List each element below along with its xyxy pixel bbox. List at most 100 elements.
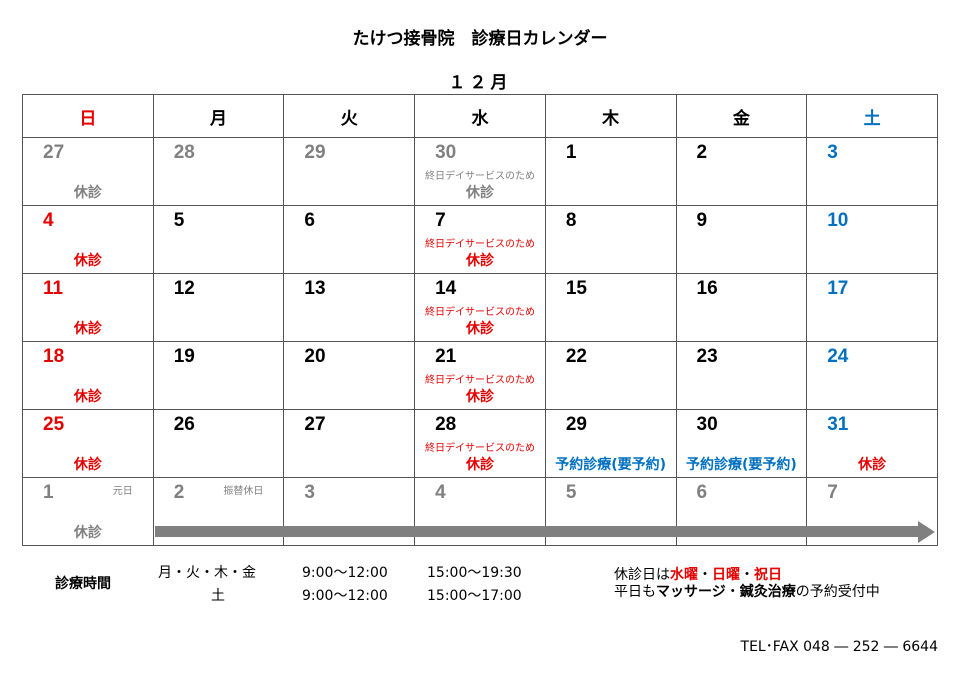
day-number: 31 <box>827 414 849 435</box>
day-cell: 28 終日デイサービスのため 休診 <box>414 409 546 478</box>
day-status: 休診 <box>465 321 494 337</box>
hours-am-1: 9:00～12:00 <box>302 565 388 581</box>
day-cell: 28 <box>152 137 285 206</box>
calendar-grid: 日月火水木金土 27 休診 28 29 30 終日デイサービスのため 休診 1 2 3 4 休診 5 6 7… <box>22 94 938 546</box>
day-number: 30 <box>696 414 718 435</box>
day-cell: 29 予約診療(要予約) <box>544 409 677 478</box>
day-status: 予約診療(要予約) <box>555 457 667 473</box>
day-status: 休診 <box>73 321 102 337</box>
day-number: 16 <box>696 278 718 299</box>
arrow-head-icon <box>918 521 935 543</box>
day-cell: 2 <box>675 137 808 206</box>
day-cell: 24 <box>806 341 938 410</box>
closed-period-arrow <box>155 526 920 537</box>
week-row: 27 休診 28 29 30 終日デイサービスのため休診 1 2 3 <box>22 137 938 206</box>
notice-sun: 日曜 <box>712 567 740 583</box>
day-cell: 29 <box>283 137 416 206</box>
hours-pm-1: 15:00～19:30 <box>427 565 522 581</box>
page-title: たけつ接骨院 診療日カレンダー <box>352 29 608 49</box>
day-number: 15 <box>565 278 587 299</box>
day-cell: 31 休診 <box>806 409 938 478</box>
day-status: 休診 <box>465 389 494 405</box>
day-number: 18 <box>43 346 65 367</box>
day-number: 30 <box>435 142 457 163</box>
day-cell: 27 休診 <box>22 137 154 206</box>
day-note: 終日デイサービスのため <box>424 171 535 182</box>
notice-prefix: 休診日は <box>614 567 670 583</box>
day-number: 13 <box>304 278 326 299</box>
holiday-name: 元日 <box>112 486 133 497</box>
day-number: 9 <box>696 210 708 231</box>
day-number: 17 <box>827 278 849 299</box>
weekday-header: 月 <box>152 94 285 138</box>
day-status: 休診 <box>858 457 887 473</box>
day-number: 1 <box>565 142 577 163</box>
notice-massage: マッサージ <box>656 584 726 600</box>
weekday-header: 日 <box>22 94 154 138</box>
day-cell: 17 <box>806 273 938 342</box>
day-number: 26 <box>173 414 195 435</box>
day-number: 8 <box>565 210 577 231</box>
day-note: 終日デイサービスのため <box>424 239 535 250</box>
day-note: 終日デイサービスのため <box>424 307 535 318</box>
holiday-name: 振替休日 <box>223 486 264 497</box>
day-number: 2 <box>173 482 185 503</box>
day-cell: 23 <box>675 341 808 410</box>
day-number: 25 <box>43 414 65 435</box>
day-cell: 13 <box>283 273 416 342</box>
day-number: 19 <box>173 346 195 367</box>
day-cell: 27 <box>283 409 416 478</box>
day-number: 12 <box>173 278 195 299</box>
day-number: 11 <box>43 278 64 299</box>
day-cell: 22 <box>544 341 677 410</box>
day-status: 休診 <box>73 185 102 201</box>
day-cell: 18 休診 <box>22 341 154 410</box>
day-cell: 19 <box>152 341 285 410</box>
week-row: 11 休診 12 13 14 終日デイサービスのため休診 15 16 17 <box>22 273 938 342</box>
week-row: 25 休診 26 27 28 終日デイサービスのため 休診 29 予約診療(要予約) 30 予約診療… <box>22 409 938 478</box>
day-status: 休診 <box>465 457 494 473</box>
day-number: 6 <box>304 210 315 231</box>
hours-am-2: 9:00～12:00 <box>302 588 388 604</box>
day-cell: 6 <box>283 205 416 274</box>
weekday-header: 火 <box>283 94 416 138</box>
day-cell: 11 休診 <box>22 273 154 342</box>
day-cell: 16 <box>675 273 808 342</box>
day-status: 休診 <box>73 525 102 541</box>
hours-days-2: 土 <box>211 588 225 604</box>
day-cell: 26 <box>152 409 285 478</box>
day-status: 休診 <box>73 389 102 405</box>
weekday-header: 土 <box>806 94 938 138</box>
day-number: 7 <box>435 210 446 231</box>
notice2-suffix: の予約受付中 <box>795 584 880 600</box>
day-number: 28 <box>435 414 457 435</box>
day-cell: 30 予約診療(要予約) <box>675 409 808 478</box>
day-number: 2 <box>696 142 708 163</box>
week-row: 4 休診 5 6 7 終日デイサービスのため 休診 8 9 10 <box>22 205 938 274</box>
day-number: 21 <box>435 346 457 367</box>
day-status: 予約診療(要予約) <box>685 457 797 473</box>
day-number: 14 <box>435 278 457 299</box>
day-cell: 8 <box>544 205 677 274</box>
day-number: 3 <box>827 142 838 163</box>
notice-acupuncture: 鍼灸治療 <box>739 584 796 600</box>
day-number: 6 <box>696 482 708 503</box>
hours-label: 診療時間 <box>55 576 111 592</box>
day-number: 5 <box>173 210 185 231</box>
notice-holiday: 祝日 <box>754 567 782 583</box>
month-label: １２月 <box>448 73 512 93</box>
day-cell: 14 終日デイサービスのため休診 <box>414 273 546 342</box>
closed-days-notice: 休診日は水曜・日曜・祝日 <box>614 564 782 584</box>
reservation-notice: 平日もマッサージ・鍼灸治療の予約受付中 <box>614 581 880 601</box>
day-number: 4 <box>435 482 446 503</box>
day-number: 23 <box>696 346 718 367</box>
day-number: 4 <box>43 210 54 231</box>
day-number: 7 <box>827 482 838 503</box>
contact-phone: TEL･FAX 048 ― 252 ― 6644 <box>740 639 938 655</box>
day-cell: 9 <box>675 205 808 274</box>
day-number: 3 <box>304 482 315 503</box>
day-number: 22 <box>565 346 587 367</box>
day-number: 29 <box>304 142 326 163</box>
day-cell: 10 <box>806 205 938 274</box>
day-number: 28 <box>173 142 195 163</box>
